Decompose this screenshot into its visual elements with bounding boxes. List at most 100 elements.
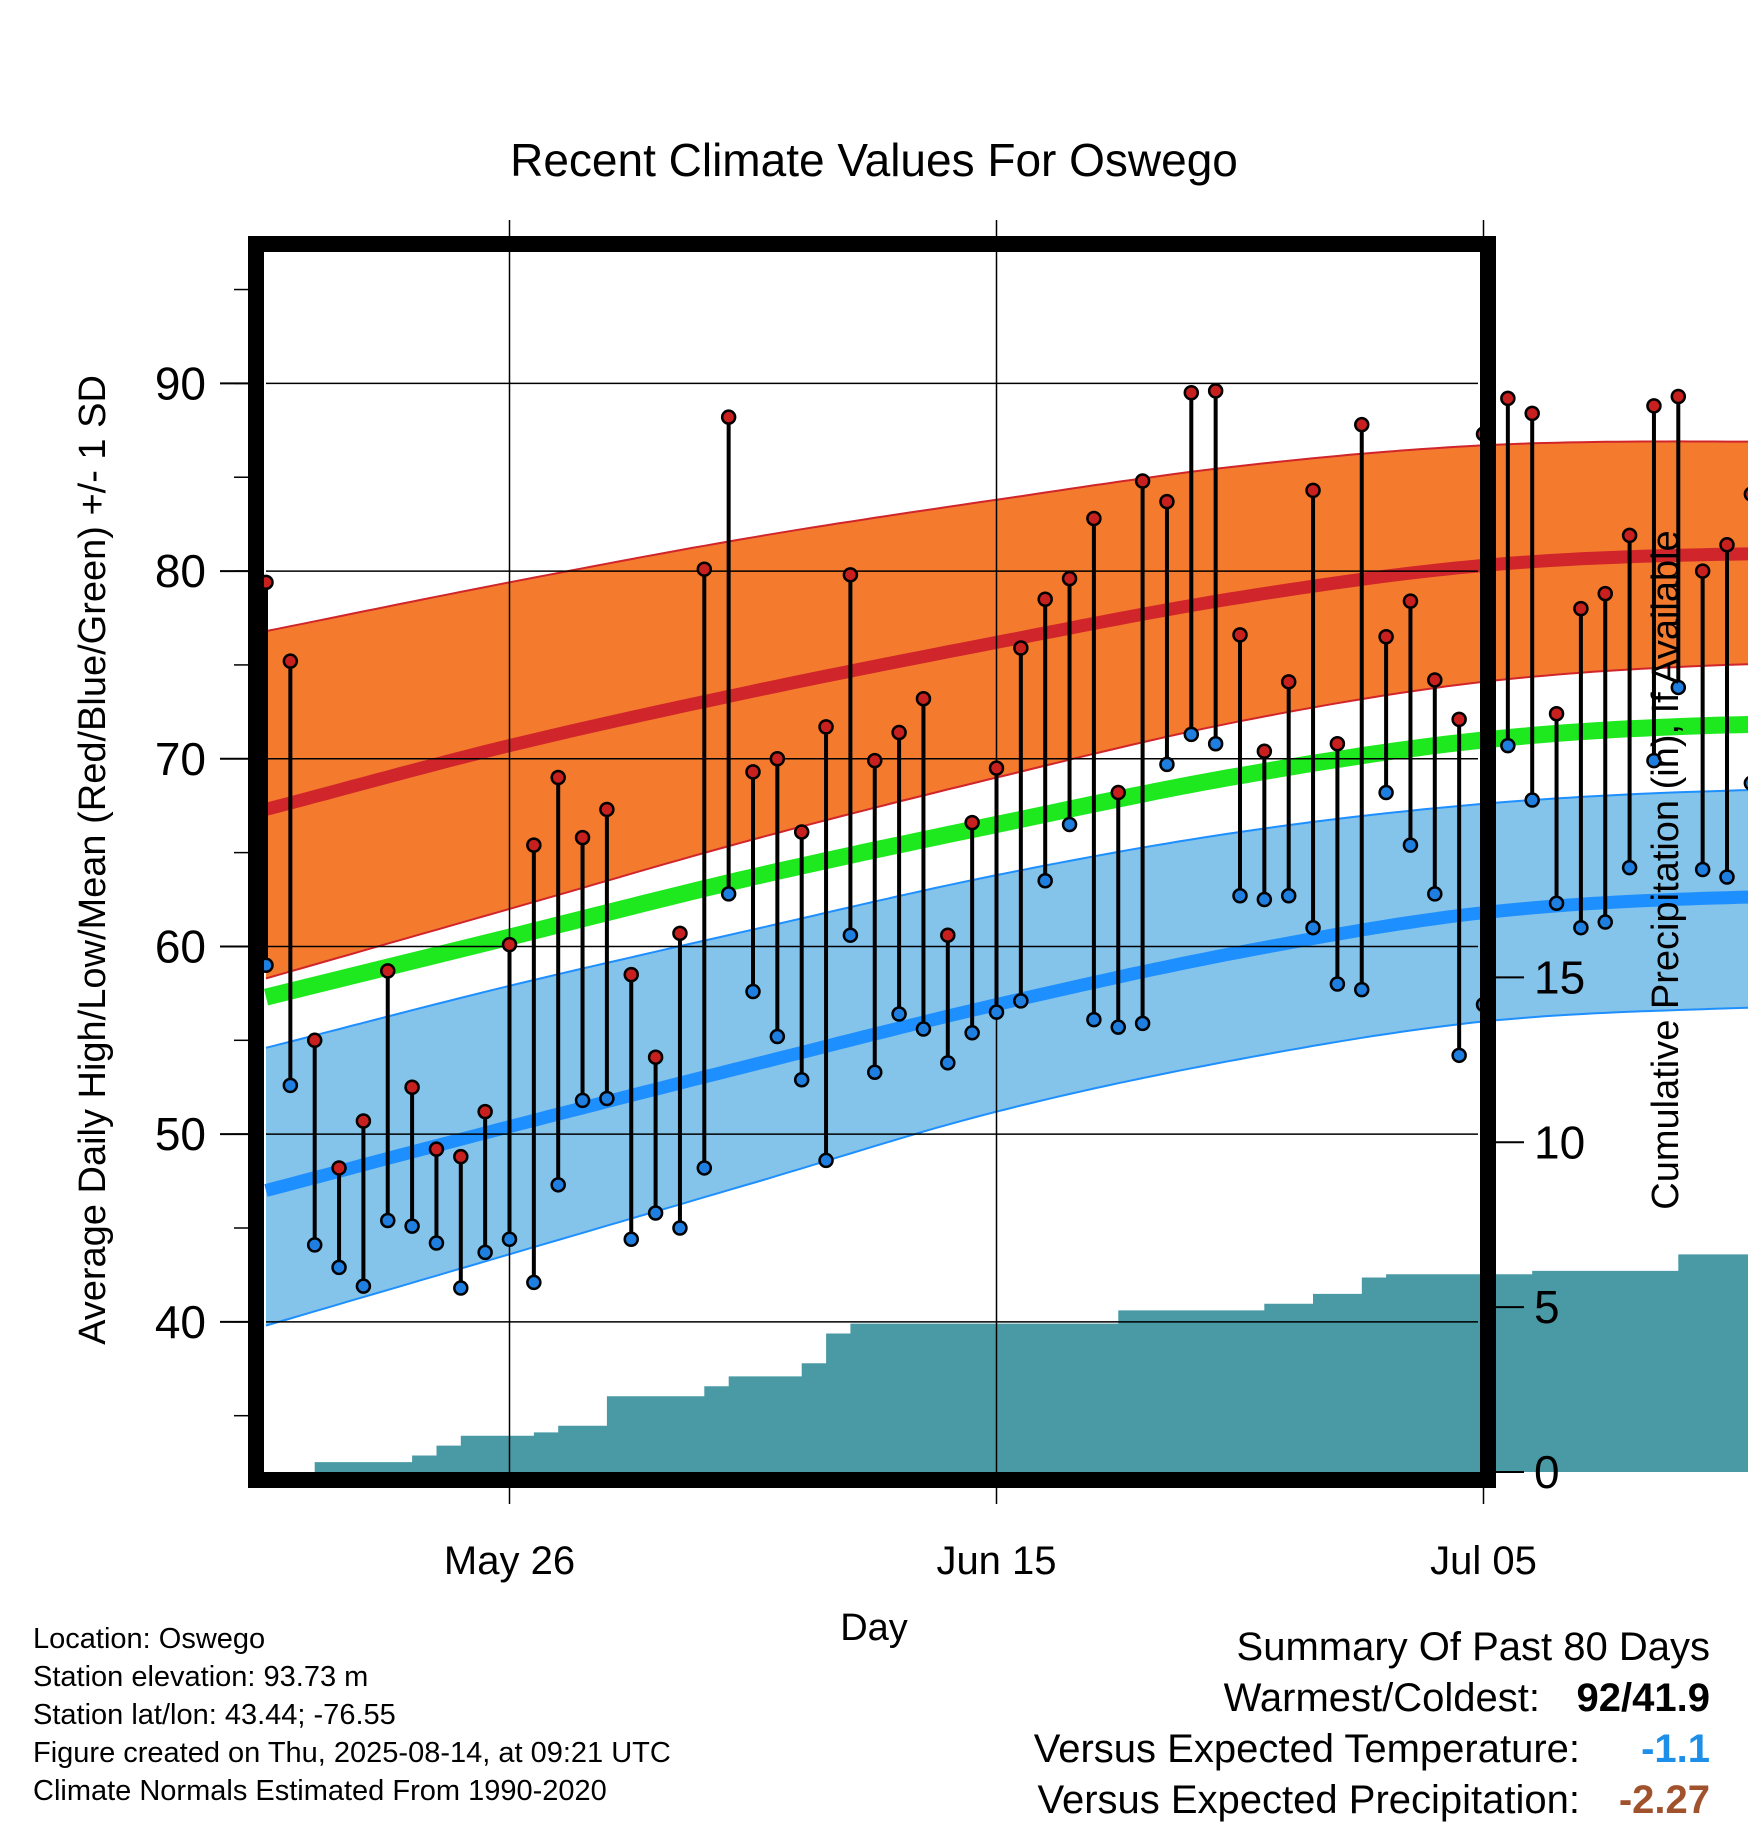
daily-low-point (428, 1235, 445, 1251)
precip-vs-expected-value: -2.27 (1618, 1778, 1710, 1822)
daily-high-point (1354, 416, 1370, 433)
daily-low-point (526, 1274, 542, 1291)
daily-high-point (1329, 736, 1346, 752)
daily-low-point (1427, 886, 1443, 902)
daily-low-point (647, 1205, 664, 1221)
daily-high-point (818, 719, 834, 735)
daily-low-point (867, 1064, 883, 1080)
daily-low-point (1134, 1015, 1151, 1032)
y2-axis-label: Cumulative Precipitation (in), If Availa… (1645, 530, 1687, 1209)
daily-high-point (745, 764, 761, 780)
daily-low-point (1207, 736, 1224, 752)
daily-high-point (964, 814, 980, 831)
normal-bands (263, 440, 1748, 1327)
summary-title: Summary Of Past 80 Days (1236, 1625, 1710, 1669)
daily-low-point (1329, 976, 1346, 992)
y2-tick-label: 5 (1534, 1281, 1560, 1333)
daily-low-point (1524, 792, 1540, 808)
precip-area (266, 1254, 1748, 1472)
daily-high-point (574, 829, 591, 846)
daily-low-point (1159, 756, 1175, 773)
daily-high-point (1086, 510, 1102, 527)
daily-high-point (696, 561, 713, 577)
warmest-coldest-value: 92/41.9 (1576, 1676, 1710, 1720)
daily-high-point (404, 1079, 420, 1095)
warmest-coldest-label: Warmest/Coldest: (1223, 1676, 1540, 1720)
daily-high-point (1378, 629, 1394, 645)
daily-high-point (1427, 672, 1443, 688)
daily-low-point (331, 1259, 347, 1276)
x-tick-label: Jul 05 (1430, 1539, 1537, 1583)
summary-precip: Versus Expected Precipitation: -2.27 (1034, 1775, 1710, 1826)
daily-low-point (501, 1231, 518, 1248)
daily-low-point (672, 1220, 688, 1236)
y-tick-label: 60 (155, 920, 206, 972)
plot-border (248, 236, 1496, 1488)
daily-low-point (282, 1077, 299, 1094)
daily-high-point (1037, 591, 1053, 607)
daily-low-point (1086, 1011, 1102, 1028)
daily-low-point (1183, 726, 1200, 743)
daily-high-point (1061, 570, 1078, 587)
daily-low-point (623, 1231, 639, 1248)
daily-high-point (1500, 390, 1516, 407)
daily-high-point (891, 724, 907, 741)
daily-low-point (1597, 914, 1613, 930)
daily-low-point (1280, 888, 1297, 904)
daily-high-point (1621, 527, 1638, 544)
daily-low-point (1719, 869, 1735, 885)
daily-high-point (793, 824, 810, 840)
daily-low-point (891, 1006, 907, 1022)
location-text: Location: Oswego (33, 1623, 266, 1655)
daily-low-point (818, 1152, 834, 1169)
precip-vs-expected-label: Versus Expected Precipitation: (1037, 1778, 1580, 1822)
daily-low-point (477, 1244, 493, 1261)
daily-low-point (1694, 861, 1711, 878)
daily-low-point (306, 1237, 323, 1253)
y2-tick-label: 0 (1534, 1446, 1560, 1498)
daily-high-point (1597, 585, 1613, 602)
daily-low-point (1305, 919, 1321, 936)
daily-high-point (1256, 743, 1273, 760)
daily-high-point (1232, 627, 1248, 643)
cumulative-precip-area (266, 1254, 1748, 1472)
daily-high-point (1305, 482, 1321, 499)
daily-high-point (867, 752, 883, 769)
daily-high-point (1110, 784, 1126, 801)
plot-frame: 83Days (248, 236, 1496, 1488)
daily-low-point (769, 1028, 786, 1045)
y-tick-label: 40 (155, 1296, 206, 1348)
daily-high-point (477, 1103, 493, 1120)
daily-high-point (599, 801, 615, 818)
daily-low-point (1110, 1019, 1126, 1035)
daily-high-point (1402, 593, 1419, 609)
daily-high-point (720, 409, 737, 425)
daily-low-point (1402, 837, 1419, 853)
daily-low-point (1621, 859, 1638, 876)
daily-low-point (1670, 679, 1687, 696)
daily-low-point (1061, 816, 1078, 833)
temp-vs-expected-label: Versus Expected Temperature: (1033, 1727, 1580, 1771)
daily-high-point (672, 925, 688, 942)
daily-high-point (355, 1113, 372, 1129)
daily-high-point (550, 769, 566, 786)
daily-high-point (1573, 600, 1589, 617)
daily-low-point (1354, 981, 1370, 998)
created-text: Figure created on Thu, 2025-08-14, at 09… (33, 1737, 671, 1769)
daily-high-point (453, 1148, 469, 1165)
daily-high-point (940, 927, 956, 943)
y2-tick-label: 15 (1534, 951, 1585, 1003)
daily-low-point (1232, 888, 1248, 904)
daily-high-point (1719, 537, 1735, 553)
daily-high-point (306, 1032, 323, 1049)
daily-high-point (1694, 563, 1711, 579)
x-tick-label: May 26 (444, 1539, 575, 1583)
daily-low-point (1743, 776, 1748, 791)
summary-temp: Versus Expected Temperature: -1.1 (1034, 1724, 1710, 1775)
daily-high-point (501, 936, 518, 953)
summary-panel: Summary Of Past 80 Days Warmest/Coldest:… (1034, 1622, 1710, 1826)
daily-high-point (842, 567, 859, 583)
elevation-text: Station elevation: 93.73 m (33, 1661, 369, 1693)
